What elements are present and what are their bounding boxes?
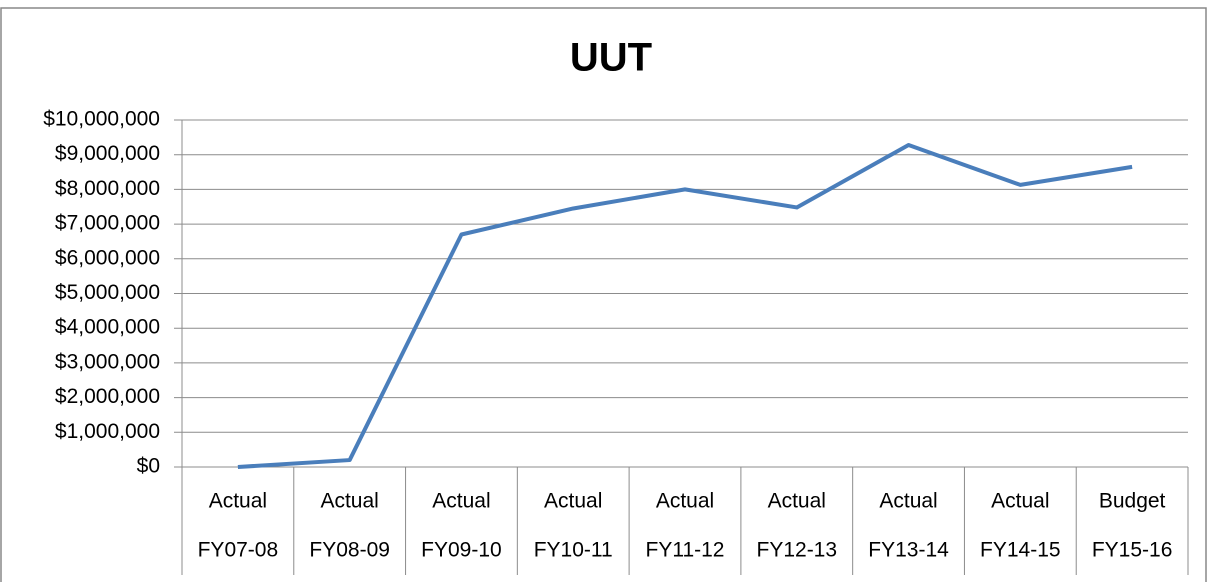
x-tick-label: FY08-09	[309, 539, 390, 562]
y-tick-label: $4,000,000	[55, 316, 160, 339]
x-tick-label: FY14-15	[980, 539, 1061, 562]
x-tick-label: Actual	[432, 490, 490, 513]
y-tick-label: $0	[137, 455, 160, 478]
y-tick-label: $1,000,000	[55, 420, 160, 443]
y-tick-label: $6,000,000	[55, 246, 160, 269]
line	[237, 142, 1133, 469]
x-tick-label: FY11-12	[646, 539, 725, 562]
x-tick-label: Actual	[320, 490, 378, 513]
x-tick-label: Actual	[209, 490, 267, 513]
y-tick-label: $10,000,000	[43, 108, 160, 131]
y-tick-label: $5,000,000	[55, 281, 160, 304]
x-tick-label: FY13-14	[868, 539, 949, 562]
x-tick-label: Actual	[656, 490, 714, 513]
x-tick-label: FY12-13	[757, 539, 838, 562]
x-tick-label: Budget	[1099, 490, 1166, 513]
chart-border	[0, 7, 1207, 582]
x-tick-label: Actual	[991, 490, 1049, 513]
x-tick-label: FY15-16	[1092, 539, 1173, 562]
chart-title: UUT	[570, 36, 652, 80]
x-tick-label: FY10-11	[534, 539, 613, 562]
y-tick-label: $9,000,000	[55, 142, 160, 165]
x-tick-label: Actual	[768, 490, 826, 513]
x-tick-label: Actual	[879, 490, 937, 513]
y-tick-label: $8,000,000	[55, 177, 160, 200]
y-tick-label: $2,000,000	[55, 385, 160, 408]
x-tick-label: FY09-10	[421, 539, 502, 562]
x-tick-label: Actual	[544, 490, 602, 513]
y-tick-label: $7,000,000	[55, 212, 160, 235]
y-tick-label: $3,000,000	[55, 350, 160, 373]
x-tick-label: FY07-08	[198, 539, 279, 562]
